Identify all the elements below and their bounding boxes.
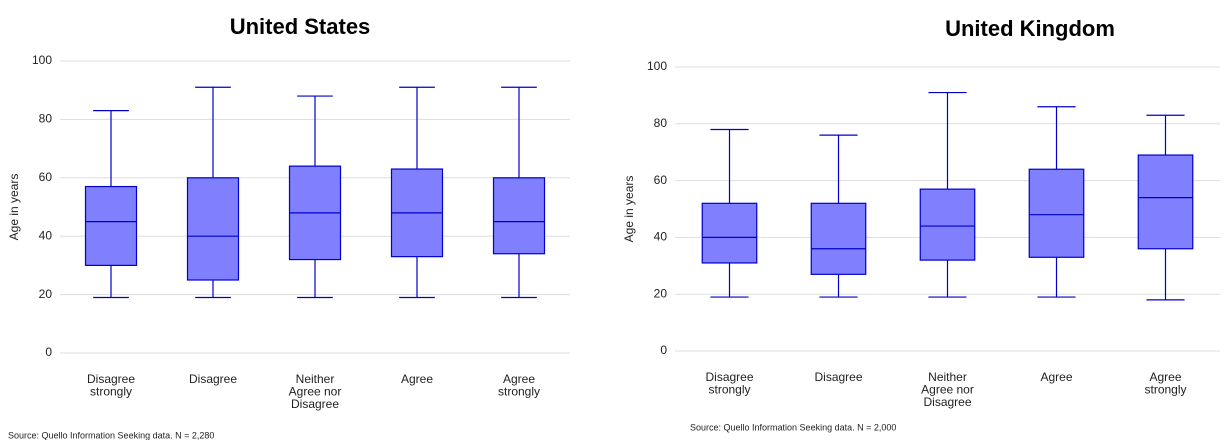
x-tick-label: Disagree strongly bbox=[87, 372, 135, 399]
chart-title: United States bbox=[230, 14, 371, 39]
box-group bbox=[390, 86, 444, 299]
source-note: Source: Quello Information Seeking data.… bbox=[690, 422, 896, 432]
box bbox=[492, 177, 546, 255]
box bbox=[919, 188, 976, 261]
y-tick-label: 0 bbox=[660, 343, 667, 357]
x-tick-label: Neither Agree nor Disagree bbox=[921, 370, 974, 409]
box bbox=[810, 202, 867, 275]
y-tick-label: 40 bbox=[654, 230, 668, 244]
y-axis-label: Age in years bbox=[7, 174, 21, 241]
box bbox=[84, 185, 138, 266]
box-group bbox=[492, 86, 546, 299]
box bbox=[1137, 154, 1194, 250]
x-tick-label: Agree strongly bbox=[498, 372, 540, 399]
x-tick-label: Agree bbox=[401, 372, 433, 386]
box-group bbox=[919, 91, 976, 298]
y-axis-label: Age in years bbox=[622, 176, 636, 243]
chart-title: United Kingdom bbox=[945, 16, 1115, 41]
y-tick-label: 40 bbox=[39, 228, 53, 242]
box bbox=[186, 177, 240, 281]
source-note: Source: Quello Information Seeking data.… bbox=[8, 430, 214, 440]
y-tick-label: 20 bbox=[39, 287, 53, 301]
y-tick-label: 60 bbox=[654, 173, 668, 187]
box-group bbox=[84, 110, 138, 299]
x-tick-label: Agree strongly bbox=[1144, 370, 1186, 397]
y-tick-label: 80 bbox=[654, 116, 668, 130]
box bbox=[1028, 168, 1085, 258]
x-tick-label: Disagree bbox=[814, 370, 862, 384]
x-tick-label: Disagree strongly bbox=[705, 370, 753, 397]
y-tick-label: 0 bbox=[45, 345, 52, 359]
y-tick-label: 60 bbox=[39, 170, 53, 184]
box-group bbox=[186, 86, 240, 299]
y-tick-label: 80 bbox=[39, 112, 53, 126]
x-tick-label: Neither Agree nor Disagree bbox=[289, 372, 342, 411]
box bbox=[701, 202, 758, 264]
x-tick-label: Disagree bbox=[189, 372, 237, 386]
y-tick-label: 20 bbox=[654, 286, 668, 300]
box-group bbox=[810, 134, 867, 298]
box-group bbox=[1028, 106, 1085, 298]
y-tick-label: 100 bbox=[32, 53, 52, 67]
box-group bbox=[288, 95, 342, 299]
y-tick-label: 100 bbox=[647, 59, 667, 73]
box-group bbox=[1137, 114, 1194, 301]
x-tick-label: Agree bbox=[1040, 370, 1072, 384]
box-group bbox=[701, 128, 758, 298]
